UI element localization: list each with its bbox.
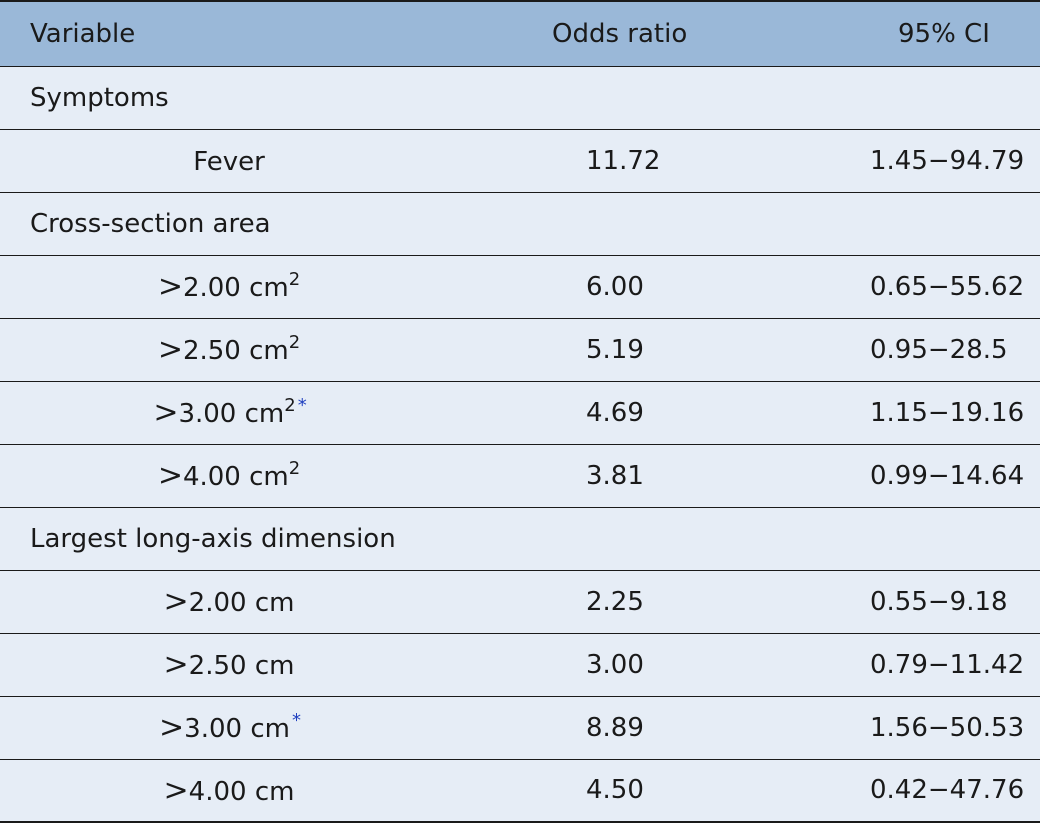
- ci-cell: 1.15−19.16: [780, 381, 1040, 445]
- odds-ratio-cell: 6.00: [460, 255, 780, 319]
- odds-ratio-cell: 4.69: [460, 381, 780, 445]
- ci-cell: 0.99−14.64: [780, 444, 1040, 508]
- unit-superscript: 2: [288, 458, 301, 479]
- section-row-largest-long-axis-dimension: Largest long-axis dimension: [0, 507, 1040, 571]
- comparison-symbol: >: [157, 332, 183, 367]
- variable-value: 4.00 cm: [188, 776, 295, 807]
- variable-value: 2.50 cm: [182, 336, 289, 366]
- odds-ratio-cell: 3.81: [460, 444, 780, 508]
- header-odds-ratio: Odds ratio: [460, 0, 780, 67]
- ci-cell: 0.95−28.5: [780, 318, 1040, 382]
- variable-cell: >2.00 cm2: [0, 255, 460, 319]
- section-label: Symptoms: [0, 66, 460, 130]
- unit-superscript: 2: [288, 269, 301, 290]
- significance-marker: *: [297, 395, 307, 416]
- table-row: >2.50 cm2 5.19 0.95−28.5: [0, 318, 1040, 382]
- comparison-symbol: >: [163, 772, 189, 808]
- ci-cell: 0.65−55.62: [780, 255, 1040, 319]
- table-row: >2.00 cm 2.25 0.55−9.18: [0, 570, 1040, 634]
- table-row: >2.50 cm 3.00 0.79−11.42: [0, 633, 1040, 697]
- table-row: Fever 11.72 1.45−94.79: [0, 129, 1040, 193]
- variable-cell: >2.50 cm2: [0, 318, 460, 382]
- comparison-symbol: >: [163, 647, 189, 682]
- variable-cell: >2.00 cm: [0, 570, 460, 634]
- odds-ratio-cell: 8.89: [460, 696, 780, 760]
- odds-ratio-cell: 4.50: [460, 759, 780, 823]
- variable-cell: >4.00 cm2: [0, 444, 460, 508]
- comparison-symbol: >: [159, 710, 185, 745]
- table-row: >4.00 cm 4.50 0.42−47.76: [0, 759, 1040, 823]
- table-row: >4.00 cm2 3.81 0.99−14.64: [0, 444, 1040, 508]
- variable-value: 2.00 cm: [188, 588, 295, 618]
- header-ci: 95% CI: [780, 0, 1040, 67]
- comparison-symbol: >: [153, 395, 179, 430]
- section-row-symptoms: Symptoms: [0, 66, 1040, 130]
- variable-cell: >2.50 cm: [0, 633, 460, 697]
- variable-cell: >4.00 cm: [0, 759, 460, 823]
- variable-cell: >3.00 cm *: [0, 696, 460, 760]
- odds-ratio-cell: 3.00: [460, 633, 780, 697]
- comparison-symbol: >: [157, 458, 183, 493]
- odds-ratio-cell: 11.72: [460, 129, 780, 193]
- unit-superscript: 2: [288, 332, 301, 353]
- odds-ratio-cell: 5.19: [460, 318, 780, 382]
- ci-cell: 1.56−50.53: [780, 696, 1040, 760]
- variable-value: 3.00 cm: [184, 714, 290, 744]
- header-variable: Variable: [0, 0, 460, 67]
- ci-cell: 0.42−47.76: [780, 759, 1040, 823]
- table-row: >3.00 cm * 8.89 1.56−50.53: [0, 696, 1040, 760]
- unit-superscript: 2: [284, 395, 296, 416]
- table-row: >3.00 cm2 * 4.69 1.15−19.16: [0, 381, 1040, 445]
- ci-cell: 0.79−11.42: [780, 633, 1040, 697]
- section-label: Cross-section area: [0, 192, 460, 256]
- comparison-symbol: >: [163, 584, 189, 619]
- ci-cell: 1.45−94.79: [780, 129, 1040, 193]
- significance-marker: *: [291, 710, 301, 731]
- variable-value: 3.00 cm: [178, 399, 285, 429]
- variable-value: 4.00 cm: [182, 462, 289, 492]
- odds-ratio-cell: 2.25: [460, 570, 780, 634]
- ci-cell: 0.55−9.18: [780, 570, 1040, 634]
- header-row: Variable Odds ratio 95% CI: [0, 0, 1040, 67]
- section-row-cross-section-area: Cross-section area: [0, 192, 1040, 256]
- table-row: >2.00 cm2 6.00 0.65−55.62: [0, 255, 1040, 319]
- variable-value: 2.50 cm: [188, 651, 295, 681]
- section-label: Largest long-axis dimension: [0, 507, 460, 571]
- variable-value: 2.00 cm: [182, 273, 289, 303]
- variable-cell: Fever: [0, 129, 460, 193]
- variable-cell: >3.00 cm2 *: [0, 381, 460, 445]
- variable-value: Fever: [193, 147, 265, 177]
- comparison-symbol: >: [157, 269, 183, 304]
